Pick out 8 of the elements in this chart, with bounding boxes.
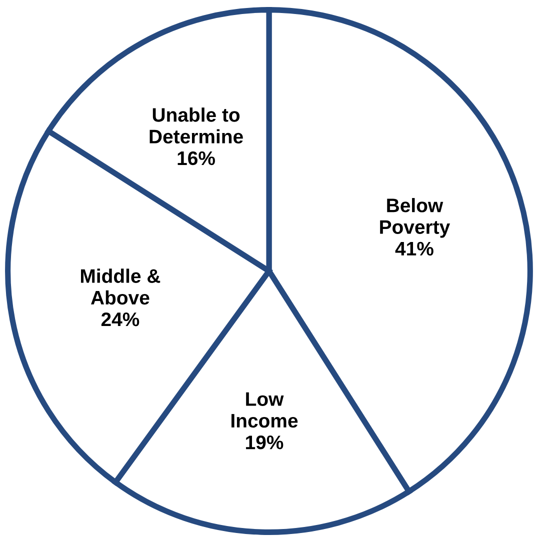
slice-label: Below Poverty [380,198,450,238]
slice-label: Middle & Above [81,268,160,305]
data-label: 24% [101,312,140,326]
slice-label: Unable to Determine [150,108,243,144]
slice-label: Low Income [232,392,298,428]
data-label: 19% [246,436,284,450]
data-label: 41% [395,242,434,256]
data-label: 16% [178,151,215,166]
